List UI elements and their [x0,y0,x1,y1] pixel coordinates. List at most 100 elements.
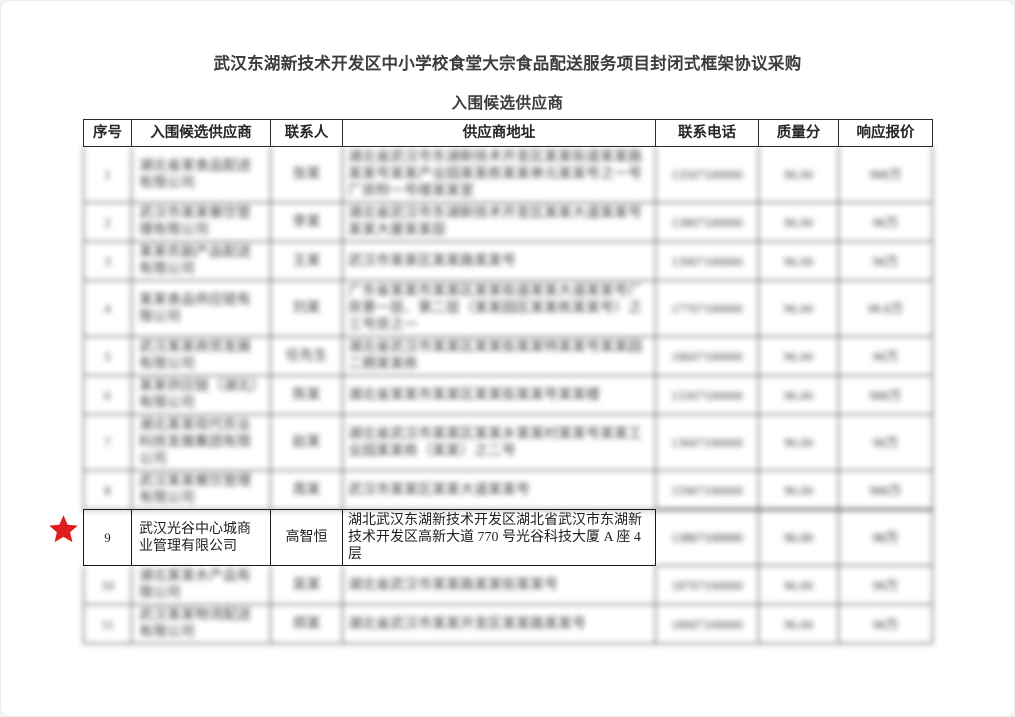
table-row: 7 湖北某某现代农业科技发展集团有限公司 赵某 湖北省武汉市某某区某某乡某某村某某号某… [83,415,933,471]
cell-address: 湖北省武汉市某某区某某乡某某村某某号某某工业园某某栋（某某）之二号 [343,415,656,471]
table-header-row: 序号 入围候选供应商 联系人 供应商地址 联系电话 质量分 响应报价 [83,119,933,147]
cell-seq: 10 [83,566,132,605]
cell-address: 湖北省武汉市东湖新技术开发区某某大道某某号某某大厦某某层 [343,203,656,242]
cell-contact: 任先生 [271,337,343,376]
cell-phone: 17707100000 [656,281,759,337]
cell-price: 98.8万 [839,281,933,337]
cell-score: 96.00 [759,242,839,281]
cell-supplier: 武汉光谷中心城商业管理有限公司 [132,509,271,566]
cell-contact: 李某 [271,203,343,242]
cell-contact: 刘某 [271,281,343,337]
cell-contact: 陈某 [271,376,343,415]
cell-price: 988万 [839,376,933,415]
table-row: 8 武汉某某餐饮管理有限公司 周某 武汉市某某区某某大道某某号 15907100000 9… [83,471,933,510]
cell-seq: 1 [83,147,132,203]
cell-address: 武汉市某某区某某路某某号 [343,242,656,281]
cell-price: 98万 [839,242,933,281]
cell-score: 96.00 [759,605,839,644]
table-row-highlighted: 9 武汉光谷中心城商业管理有限公司 高智恒 湖北武汉东湖新技术开发区湖北省武汉市东湖新… [83,509,933,566]
cell-contact: 王某 [271,242,343,281]
cell-supplier: 湖北某某现代农业科技发展集团有限公司 [132,415,271,471]
cell-address: 广东省某某市某某区某某街道某某大道某某号厂房第一层、第二层（某某园区某某栋某某号… [343,281,656,337]
cell-supplier: 武汉市某某餐饮管理有限公司 [132,203,271,242]
cell-seq: 7 [83,415,132,471]
table-row: 3 某某农副产品配送有限公司 王某 武汉市某某区某某路某某号 13907100000 96… [83,242,933,281]
cell-score: 96.00 [759,281,839,337]
table-row: 4 某某食品供应链有限公司 刘某 广东省某某市某某区某某街道某某大道某某号厂房第一层、… [83,281,933,337]
cell-contact: 高智恒 [271,509,343,566]
cell-phone: 13907100000 [656,242,759,281]
cell-contact: 郑某 [271,605,343,644]
cell-price: 988万 [839,147,933,203]
cell-price: 98万 [839,337,933,376]
cell-phone: 18707100000 [656,566,759,605]
cell-contact: 周某 [271,471,343,510]
cell-score: 96.00 [759,147,839,203]
table-row: 2 武汉市某某餐饮管理有限公司 李某 湖北省武汉市东湖新技术开发区某某大道某某号某某大… [83,203,933,242]
cell-supplier: 武汉某某物流配送有限公司 [132,605,271,644]
cell-supplier: 湖北省某食品配送有限公司 [132,147,271,203]
red-star-icon [47,513,80,546]
cell-contact: 吴某 [271,566,343,605]
header-seq: 序号 [83,119,132,147]
cell-price: 988万 [839,471,933,510]
suppliers-table: 序号 入围候选供应商 联系人 供应商地址 联系电话 质量分 响应报价 1 湖北省某食品配送有限公… [83,119,933,644]
cell-address: 湖北省武汉市某某区某某街某某特某某号某某园二期某某栋 [343,337,656,376]
cell-price: 98万 [839,509,933,566]
cell-supplier: 武汉某某餐饮管理有限公司 [132,471,271,510]
header-address: 供应商地址 [343,119,656,147]
cell-score: 96.00 [759,337,839,376]
cell-phone: 18007100000 [656,605,759,644]
cell-supplier: 武汉某某商贸发展有限公司 [132,337,271,376]
cell-price: 98万 [839,566,933,605]
cell-seq: 3 [83,242,132,281]
cell-supplier: 某某供应链（湖北）有限公司 [132,376,271,415]
header-contact: 联系人 [271,119,343,147]
cell-score: 96.00 [759,509,839,566]
cell-seq: 11 [83,605,132,644]
cell-contact: 张某 [271,147,343,203]
cell-seq: 8 [83,471,132,510]
cell-address: 湖北省武汉市某某路某某街某某号 [343,566,656,605]
cell-address: 武汉市某某区某某大道某某号 [343,471,656,510]
cell-score: 96.00 [759,566,839,605]
cell-phone: 18607100000 [656,337,759,376]
cell-contact: 赵某 [271,415,343,471]
header-supplier: 入围候选供应商 [132,119,271,147]
cell-address: 湖北省武汉市东湖新技术开发区某某街道某某路某某号某某产业园某某栋某某单元某某号之… [343,147,656,203]
cell-supplier: 某某食品供应链有限公司 [132,281,271,337]
cell-phone: 13507100000 [656,147,759,203]
cell-supplier: 某某农副产品配送有限公司 [132,242,271,281]
cell-score: 96.00 [759,471,839,510]
cell-seq: 6 [83,376,132,415]
document-subtitle: 入围候选供应商 [451,95,564,112]
cell-score: 96.00 [759,376,839,415]
header-phone: 联系电话 [656,119,759,147]
document-title: 武汉东湖新技术开发区中小学校食堂大宗食品配送服务项目封闭式框架协议采购 [213,54,802,73]
cell-address: 湖北省武汉市某某开发区某某路某某号 [343,605,656,644]
cell-phone: 13307100000 [656,376,759,415]
cell-price: 98万 [839,415,933,471]
cell-supplier: 湖北某某水产品有限公司 [132,566,271,605]
table-row: 5 武汉某某商贸发展有限公司 任先生 湖北省武汉市某某区某某街某某特某某号某某园二期某… [83,337,933,376]
header-score: 质量分 [759,119,839,147]
table-row: 11 武汉某某物流配送有限公司 郑某 湖北省武汉市某某开发区某某路某某号 1800710… [83,605,933,644]
table-row: 1 湖北省某食品配送有限公司 张某 湖北省武汉市东湖新技术开发区某某街道某某路某某号某… [83,147,933,203]
cell-seq: 9 [83,509,132,566]
cell-address: 湖北武汉东湖新技术开发区湖北省武汉市东湖新技术开发区高新大道 770 号光谷科技… [343,509,656,566]
cell-phone: 13807100000 [656,509,759,566]
cell-score: 96.00 [759,415,839,471]
table-row: 10 湖北某某水产品有限公司 吴某 湖北省武汉市某某路某某街某某号 1870710000… [83,566,933,605]
cell-phone: 15907100000 [656,471,759,510]
cell-seq: 2 [83,203,132,242]
cell-price: 98万 [839,605,933,644]
cell-phone: 13807100000 [656,203,759,242]
cell-address: 湖北省某某市某某区某某街某某号某某楼 [343,376,656,415]
cell-price: 98万 [839,203,933,242]
cell-seq: 4 [83,281,132,337]
table-row: 6 某某供应链（湖北）有限公司 陈某 湖北省某某市某某区某某街某某号某某楼 133071… [83,376,933,415]
cell-score: 96.00 [759,203,839,242]
header-price: 响应报价 [839,119,933,147]
cell-phone: 13607100000 [656,415,759,471]
